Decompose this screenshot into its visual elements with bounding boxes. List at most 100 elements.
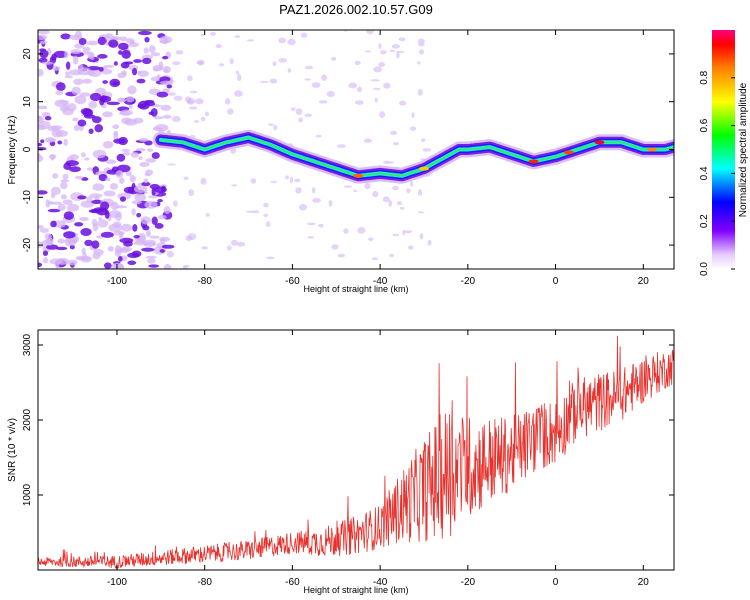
spectrogram-noise-blob [259, 80, 269, 83]
spectrogram-noise-blob [84, 239, 93, 247]
spectrogram-noise-blob [144, 140, 153, 146]
spectrogram-noise-blob [39, 227, 49, 233]
spectrogram-x-tick-label: 0 [553, 276, 559, 287]
spectrogram-noise-blob [278, 58, 287, 63]
spectrogram-noise-blob [167, 92, 176, 96]
spectrogram-noise-blob [298, 117, 304, 123]
spectrogram-noise-blob [82, 78, 93, 84]
spectrogram-noise-blob [354, 60, 361, 66]
spectrogram-noise-blob [378, 61, 386, 68]
spectrogram-noise-blob [399, 206, 405, 210]
spectrogram-noise-blob [379, 111, 386, 119]
spectrogram-noise-blob [42, 250, 49, 256]
spectrogram-noise-blob [120, 61, 130, 69]
spectrogram-noise-blob [200, 177, 207, 185]
spectrogram-noise-blob [383, 82, 391, 89]
spectrogram-noise-blob [51, 201, 62, 205]
spectrogram-noise-blob [250, 178, 257, 184]
spectrogram-noise-blob [66, 203, 79, 212]
spectrogram-noise-blob [49, 258, 63, 265]
spectrogram-noise-blob [185, 235, 193, 242]
spectrogram-noise-blob [392, 185, 399, 191]
spectrogram-noise-blob [52, 173, 59, 179]
spectrogram-noise-blob [143, 47, 149, 54]
spectrogram-noise-blob [57, 203, 66, 211]
spectrogram-noise-blob [161, 244, 175, 249]
spectrogram-x-tick-label: -60 [285, 276, 300, 287]
spectrogram-noise-blob [72, 55, 79, 65]
spectrogram-noise-blob [160, 185, 167, 193]
spectrogram-noise-blob [269, 78, 278, 84]
colorbar-gradient [712, 30, 735, 269]
spectrogram-noise-blob [117, 256, 123, 262]
spectrogram-noise-blob [227, 108, 234, 115]
spectrogram-noise-blob [108, 223, 123, 233]
spectrogram-noise-blob [154, 124, 169, 132]
spectrogram-noise-blob [157, 214, 167, 220]
spectrogram-noise-blob [148, 45, 156, 54]
spectrogram-noise-blob [114, 249, 122, 257]
spectrogram-noise-blob [133, 240, 148, 246]
spectrogram-noise-blob [417, 189, 423, 196]
spectrogram-noise-blob [142, 239, 157, 248]
spectrogram-noise-blob [160, 104, 172, 111]
spectrogram-noise-blob [200, 116, 206, 122]
spectrogram-noise-blob [121, 223, 133, 232]
spectrogram-noise-blob [151, 152, 160, 159]
spectrogram-noise-blob [235, 70, 240, 75]
spectrogram-noise-blob [273, 124, 278, 131]
spectrogram-noise-blob [73, 78, 84, 85]
spectrogram-noise-blob [307, 235, 315, 239]
spectrogram-xlabel: Height of straight line (km) [303, 284, 408, 294]
colorbar-ticks: 0.0 0.2 0.4 0.6 0.8 [699, 70, 735, 276]
spectrogram-noise-blob [372, 190, 379, 198]
spectrogram-noise-blob [417, 61, 421, 65]
spectrogram-noise-blob [118, 42, 129, 51]
spectrogram-noise-blob [65, 61, 71, 70]
spectrogram-noise-blob [210, 31, 216, 36]
spectrogram-noise-blob [50, 154, 55, 161]
spectrogram-noise-blob [390, 130, 398, 136]
spectrogram-noise-blob [55, 82, 66, 91]
spectrogram-noise-blob [132, 223, 138, 232]
spectrogram-noise-blob [382, 196, 390, 203]
spectrogram-noise-blob [357, 226, 366, 234]
spectrogram-noise-blob [175, 50, 184, 55]
spectrogram-noise-blob [156, 91, 169, 98]
spectrogram-noise-blob [45, 199, 51, 208]
spectrogram-noise-blob [246, 210, 255, 213]
spectrogram-noise-blob [298, 204, 308, 211]
spectrogram-noise-blob [103, 190, 116, 197]
spectrogram-noise-blob [116, 153, 126, 162]
spectrogram-noise-blob [133, 185, 148, 193]
spectrogram-noise-blob [138, 156, 143, 161]
spectrogram-noise-blob [154, 223, 164, 229]
spectrogram-noise-blob [145, 230, 151, 238]
spectrogram-noise-blob [88, 128, 94, 135]
spectrogram-noise-blob [188, 106, 198, 110]
spectrogram-noise-blob [278, 37, 286, 44]
spectrogram-noise-blob [229, 58, 234, 65]
spectrogram-noise-blob [87, 65, 101, 71]
spectrogram-x-tick-label: 20 [638, 276, 650, 287]
spectrogram-noise-blob [162, 114, 172, 119]
spectrogram-noise-blob [392, 142, 400, 146]
spectrogram-noise-blob [131, 67, 138, 76]
spectrogram-noise-blob [47, 208, 61, 213]
spectrogram-ylabel: Frequency (Hz) [7, 116, 18, 185]
spectrogram-noise-blob [38, 57, 48, 63]
spectrogram-noise-blob [127, 260, 137, 266]
spectrogram-noise-blob [38, 142, 43, 147]
spectrogram-noise-blob [70, 49, 82, 55]
spectrogram-noise-blob [392, 233, 400, 237]
spectrogram-noise-blob [69, 154, 79, 161]
spectrogram-noise-blob [74, 30, 83, 39]
spectrogram-noise-blob [143, 178, 149, 184]
spectrogram-noise-blob [337, 253, 346, 258]
spectrogram-noise-blob [55, 90, 63, 96]
spectrogram-noise-blob [306, 222, 316, 226]
spectrogram-noise-blob [145, 158, 157, 163]
snr-x-tick-label: -100 [107, 577, 127, 588]
snr-panel: -100 -80 -60 -40 -20 0 20 1000 2000 3000 Height o… [7, 329, 675, 595]
spectrogram-noise-blob [57, 140, 63, 145]
